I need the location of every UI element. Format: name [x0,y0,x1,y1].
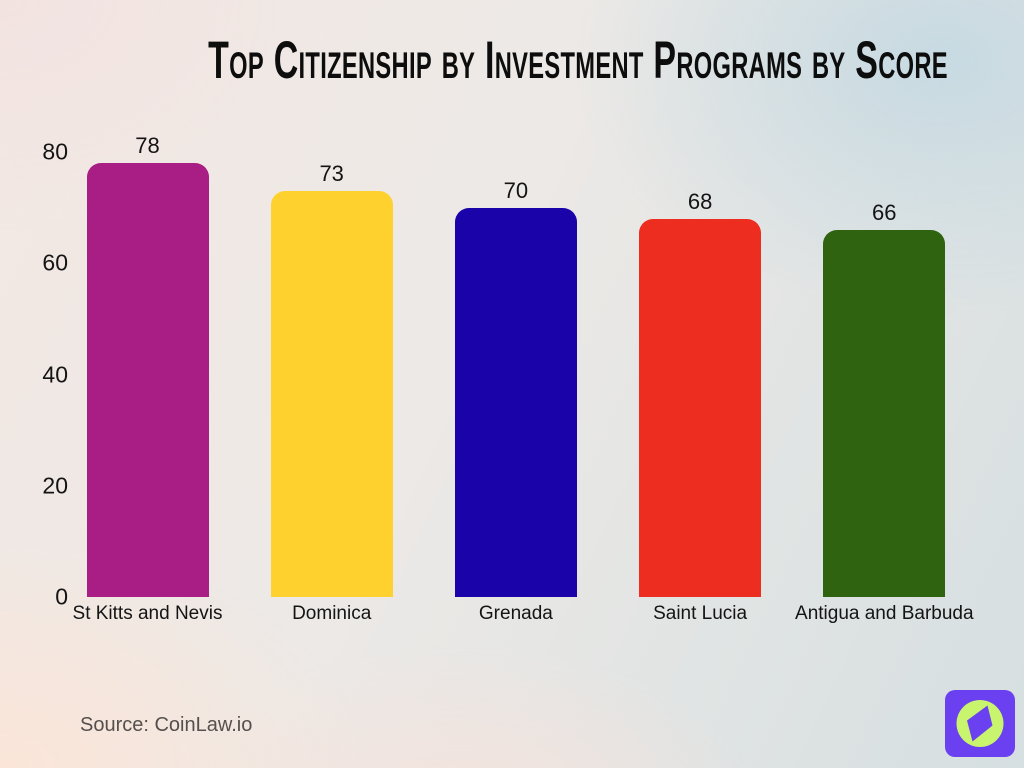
chart-title-area: Top Citizenship by Investment Programs b… [0,30,1024,91]
chart-title: Top Citizenship by Investment Programs b… [208,31,948,90]
y-axis-tick-label: 20 [42,472,68,499]
x-axis-category-label: Dominica [292,603,372,624]
y-axis-tick-label: 80 [42,138,68,165]
x-axis-category-label: St Kitts and Nevis [72,603,223,624]
bar-value-label: 78 [135,133,160,159]
bar-value-label: 66 [872,199,897,225]
y-axis-tick-label: 60 [42,249,68,276]
brand-logo [945,690,1015,757]
compass-icon [945,690,1015,757]
bar [823,229,946,597]
bar [270,190,393,597]
bar-value-label: 68 [687,188,713,214]
bar [639,218,762,597]
source-text: Source: CoinLaw.io [80,714,253,736]
x-axis-category-label: Antigua and Barbuda [795,603,974,624]
bar-value-label: 70 [503,177,529,203]
x-axis-category-label: Saint Lucia [653,603,748,624]
y-axis-tick-label: 40 [42,361,68,387]
x-axis-category-label: Grenada [478,603,553,624]
y-axis-tick-label: 0 [55,583,68,610]
bar [86,163,209,597]
bar [454,207,577,597]
bar-value-label: 73 [319,160,344,186]
